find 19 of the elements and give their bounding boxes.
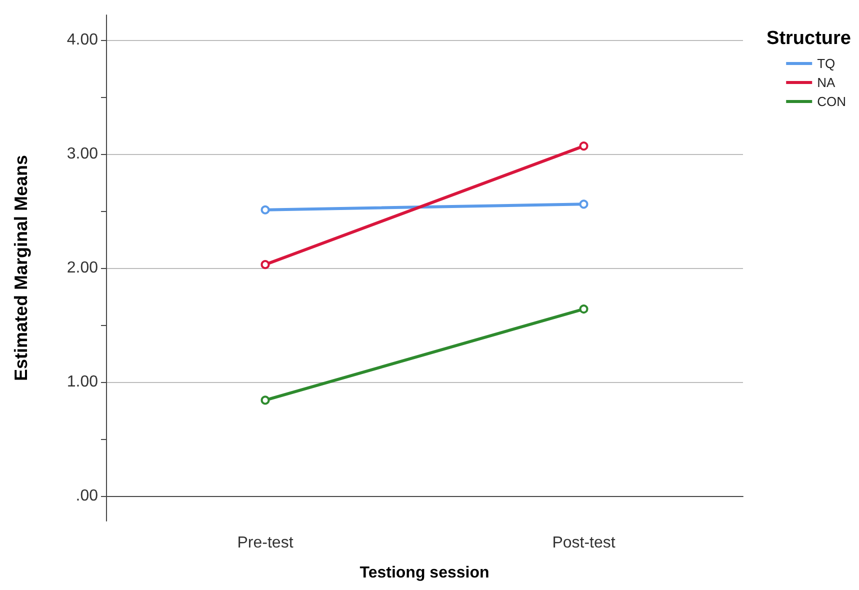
point xyxy=(579,200,588,209)
point xyxy=(260,396,270,405)
x-axis-title: Testiong session xyxy=(360,564,490,582)
point xyxy=(579,304,588,314)
y-tick-label: 2.00 xyxy=(66,260,98,276)
y-tick-label: 3.00 xyxy=(66,146,98,163)
y-axis-title: Estimated Marginal Means xyxy=(11,154,31,382)
legend-title: Structure xyxy=(766,28,852,49)
point xyxy=(579,142,588,151)
y-tick-label: .00 xyxy=(76,487,98,504)
y-tick-label: 4.00 xyxy=(66,32,98,49)
point xyxy=(260,260,270,270)
legend-label: TQ xyxy=(817,56,836,71)
point xyxy=(260,205,270,214)
legend-label: NA xyxy=(817,75,836,90)
x-tick-label: Pre-test xyxy=(237,534,294,552)
legend-label: CON xyxy=(817,94,846,109)
x-tick-label: Post-test xyxy=(552,534,616,552)
y-tick-label: 1.00 xyxy=(66,373,98,390)
